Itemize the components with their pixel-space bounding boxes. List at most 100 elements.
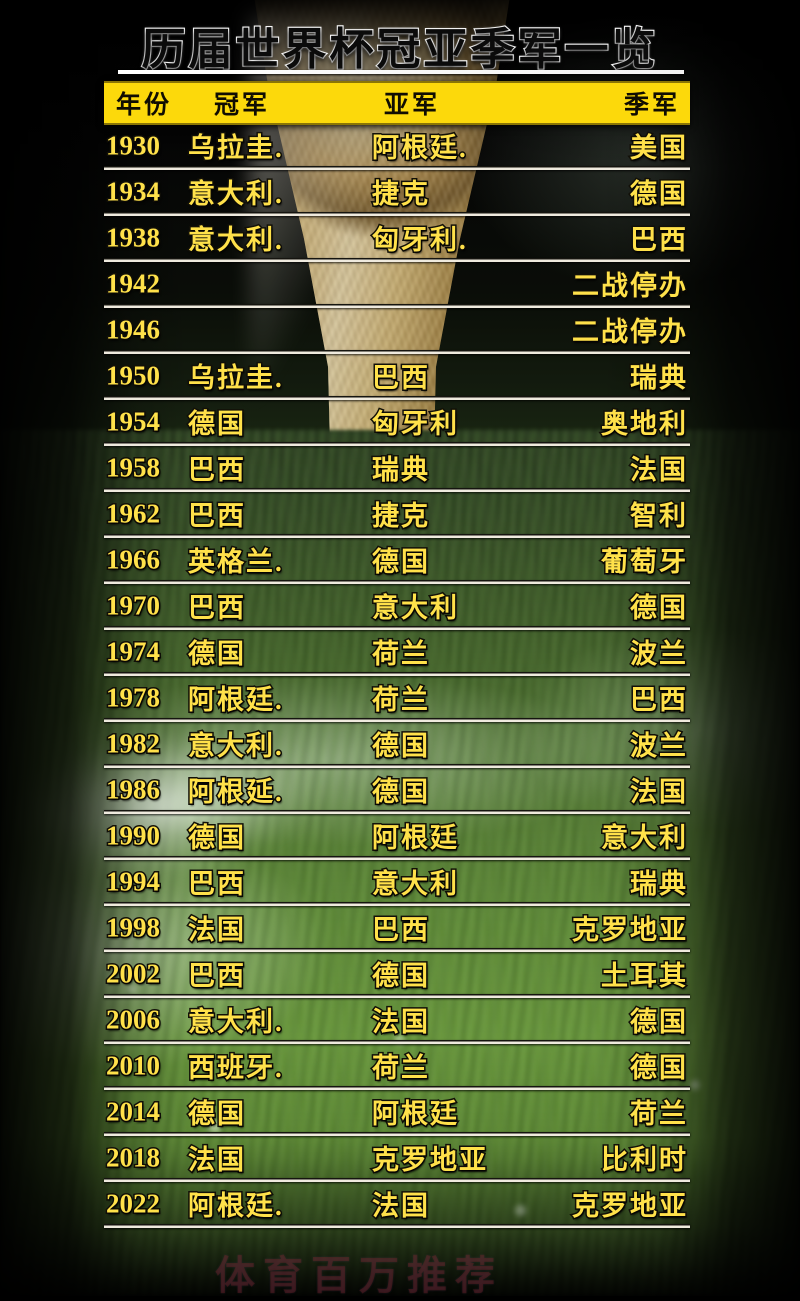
row-separator — [104, 672, 690, 676]
cell-runner-up: 荷兰 — [371, 1051, 430, 1084]
cell-third-place: 瑞典 — [629, 867, 688, 900]
cell-runner-up: 阿根廷 — [371, 1097, 459, 1130]
cell-runner-up: 意大利 — [371, 591, 459, 624]
cell-year: 1954 — [105, 405, 162, 438]
cell-year: 1950 — [105, 359, 162, 392]
cell-champion: 德国 — [187, 637, 246, 670]
cell-champion: 意大利. — [187, 223, 284, 256]
table-row: 2022 阿根廷. 法国 克罗地亚 — [104, 1182, 690, 1228]
table-row: 2010 西班牙. 荷兰 德国 — [104, 1044, 690, 1090]
cell-third-place: 比利时 — [600, 1143, 688, 1176]
table-row: 2006 意大利. 法国 德国 — [104, 998, 690, 1044]
cell-runner-up: 荷兰 — [371, 637, 430, 670]
row-separator — [104, 396, 690, 400]
cell-third-place: 智利 — [629, 499, 688, 532]
cell-third-place: 克罗地亚 — [571, 913, 688, 946]
column-header-third-place: 季军 — [623, 92, 680, 119]
column-header-year: 年份 — [116, 92, 173, 119]
cell-third-place: 二战停办 — [571, 269, 688, 302]
table-row: 1958 巴西 瑞典 法国 — [104, 446, 690, 492]
cell-third-place: 法国 — [629, 775, 688, 808]
cell-runner-up: 意大利 — [371, 867, 459, 900]
cell-year: 1970 — [105, 589, 162, 622]
cell-runner-up: 捷克 — [371, 499, 430, 532]
cell-year: 1966 — [105, 543, 162, 576]
cell-runner-up: 荷兰 — [371, 683, 430, 716]
cell-third-place: 德国 — [629, 177, 688, 210]
table-header-row: 年份 冠军 亚军 季军 — [104, 81, 690, 125]
table-row: 1990 德国 阿根廷 意大利 — [104, 814, 690, 860]
cell-champion: 英格兰. — [187, 545, 284, 578]
cell-third-place: 荷兰 — [629, 1097, 688, 1130]
row-separator — [104, 718, 690, 722]
title-underline — [118, 70, 684, 74]
cell-third-place: 德国 — [629, 1051, 688, 1084]
table-row: 1950 乌拉圭. 巴西 瑞典 — [104, 354, 690, 400]
cell-champion: 巴西 — [187, 453, 246, 486]
cell-runner-up: 捷克 — [371, 177, 430, 210]
row-separator — [104, 1224, 690, 1228]
cell-year: 1962 — [105, 497, 162, 530]
cell-year: 1974 — [105, 635, 162, 668]
cell-year: 1938 — [105, 221, 162, 254]
table-row: 2014 德国 阿根廷 荷兰 — [104, 1090, 690, 1136]
cell-year: 2010 — [105, 1049, 162, 1082]
cell-third-place: 德国 — [629, 591, 688, 624]
table-row: 1930 乌拉圭. 阿根廷. 美国 — [104, 124, 690, 170]
table-row: 1986 阿根延. 德国 法国 — [104, 768, 690, 814]
table-row: 1982 意大利. 德国 波兰 — [104, 722, 690, 768]
cell-runner-up: 克罗地亚 — [371, 1143, 488, 1176]
table-row: 2018 法国 克罗地亚 比利时 — [104, 1136, 690, 1182]
cell-champion: 乌拉圭. — [187, 361, 284, 394]
cell-champion: 德国 — [187, 821, 246, 854]
cell-year: 1986 — [105, 773, 162, 806]
cell-third-place: 葡萄牙 — [600, 545, 688, 578]
table-row: 1966 英格兰. 德国 葡萄牙 — [104, 538, 690, 584]
cell-third-place: 奥地利 — [600, 407, 688, 440]
cell-year: 1994 — [105, 865, 162, 898]
cell-third-place: 美国 — [629, 131, 688, 164]
cell-third-place: 巴西 — [629, 683, 688, 716]
table-row: 1962 巴西 捷克 智利 — [104, 492, 690, 538]
row-separator — [104, 442, 690, 446]
row-separator — [104, 212, 690, 216]
cell-runner-up: 法国 — [371, 1189, 430, 1222]
cell-year: 2014 — [105, 1095, 162, 1128]
cell-year: 1942 — [105, 267, 162, 300]
cell-champion: 德国 — [187, 1097, 246, 1130]
row-separator — [104, 902, 690, 906]
table-row: 1998 法国 巴西 克罗地亚 — [104, 906, 690, 952]
cell-third-place: 德国 — [629, 1005, 688, 1038]
cell-champion: 法国 — [187, 1143, 246, 1176]
row-separator — [104, 1132, 690, 1136]
table-body: 1930 乌拉圭. 阿根廷. 美国 1934 意大利. 捷克 德国 1938 意大利. 匈牙利. 巴西… — [104, 124, 690, 1228]
row-separator — [104, 1086, 690, 1090]
row-separator — [104, 350, 690, 354]
cell-runner-up: 德国 — [371, 729, 430, 762]
row-separator — [104, 534, 690, 538]
row-separator — [104, 948, 690, 952]
table-row: 1994 巴西 意大利 瑞典 — [104, 860, 690, 906]
cell-third-place: 波兰 — [629, 637, 688, 670]
table-row: 1978 阿根廷. 荷兰 巴西 — [104, 676, 690, 722]
cell-year: 2018 — [105, 1141, 162, 1174]
cell-champion: 阿根延. — [187, 775, 284, 808]
cell-champion: 意大利. — [187, 729, 284, 762]
table-row: 1946 二战停办 — [104, 308, 690, 354]
row-separator — [104, 810, 690, 814]
row-separator — [104, 304, 690, 308]
cell-runner-up: 德国 — [371, 545, 430, 578]
cell-year: 1990 — [105, 819, 162, 852]
cell-runner-up: 阿根廷. — [371, 131, 468, 164]
cell-runner-up: 德国 — [371, 775, 430, 808]
cell-runner-up: 匈牙利. — [371, 223, 468, 256]
cell-year: 1946 — [105, 313, 162, 346]
cell-year: 2002 — [105, 957, 162, 990]
row-separator — [104, 1040, 690, 1044]
cell-champion: 阿根廷. — [187, 1189, 284, 1222]
cell-third-place: 瑞典 — [629, 361, 688, 394]
cell-year: 1958 — [105, 451, 162, 484]
cell-champion: 阿根廷. — [187, 683, 284, 716]
row-separator — [104, 626, 690, 630]
cell-runner-up: 德国 — [371, 959, 430, 992]
